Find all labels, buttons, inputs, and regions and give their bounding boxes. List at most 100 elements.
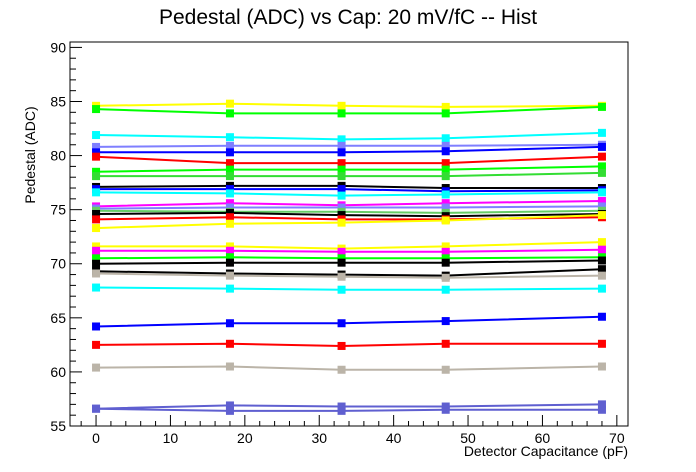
data-point — [441, 242, 450, 251]
data-point — [92, 215, 101, 224]
data-point — [337, 272, 346, 281]
series-29 — [92, 404, 606, 415]
data-point — [337, 172, 346, 181]
data-point — [225, 133, 234, 142]
series-27 — [92, 362, 606, 374]
data-point — [225, 339, 234, 348]
data-point — [337, 258, 346, 267]
data-point — [225, 109, 234, 118]
data-point — [92, 142, 101, 151]
data-point — [337, 101, 346, 110]
data-point — [337, 285, 346, 294]
data-point — [597, 168, 606, 177]
x-tick-label: 0 — [92, 430, 100, 446]
data-point — [92, 254, 101, 263]
data-point — [337, 254, 346, 263]
data-point — [225, 185, 234, 194]
series-26 — [92, 339, 606, 350]
axes-layer: 0 10 20 30 40 50 60 70 55 60 65 70 75 80 85 90 — [50, 39, 624, 446]
data-point — [597, 188, 606, 197]
data-point — [92, 152, 101, 161]
data-point — [92, 322, 101, 331]
data-point — [441, 165, 450, 174]
data-point — [337, 319, 346, 328]
series-11 — [92, 188, 606, 200]
data-point — [597, 362, 606, 371]
data-point — [225, 199, 234, 208]
y-tick-label: 75 — [50, 202, 66, 218]
data-point — [225, 148, 234, 157]
data-point — [597, 265, 606, 274]
x-axis-label: Detector Capacitance (pF) — [464, 443, 628, 459]
data-point — [92, 246, 101, 255]
data-point — [597, 202, 606, 211]
data-point — [597, 256, 606, 265]
data-point — [337, 341, 346, 350]
data-point — [441, 216, 450, 225]
data-point — [92, 283, 101, 292]
data-point — [441, 159, 450, 168]
data-point — [441, 199, 450, 208]
data-point — [441, 273, 450, 282]
data-point — [337, 185, 346, 194]
series-line — [95, 256, 603, 260]
data-point — [92, 269, 101, 278]
data-point — [441, 317, 450, 326]
series-25 — [92, 312, 606, 331]
x-tick-label: 50 — [460, 430, 476, 446]
data-point — [597, 162, 606, 171]
data-point — [225, 246, 234, 255]
data-point — [337, 203, 346, 212]
data-point — [441, 147, 450, 156]
x-tick-label: 10 — [163, 430, 179, 446]
data-point — [597, 312, 606, 321]
data-point — [225, 165, 234, 174]
x-tick-label: 40 — [386, 430, 402, 446]
data-point — [337, 247, 346, 256]
y-tick-label: 60 — [50, 364, 66, 380]
data-point — [225, 401, 234, 410]
data-point — [225, 99, 234, 108]
data-point — [597, 339, 606, 348]
series-2 — [92, 102, 606, 118]
data-point — [225, 141, 234, 150]
data-point — [337, 365, 346, 374]
data-point — [225, 258, 234, 267]
series-23 — [92, 269, 606, 282]
data-point — [337, 211, 346, 220]
data-point — [92, 224, 101, 233]
data-point — [92, 259, 101, 268]
series-6 — [92, 152, 606, 168]
y-tick-label: 90 — [50, 39, 66, 55]
data-point — [441, 258, 450, 267]
data-point — [597, 128, 606, 137]
series-24 — [92, 283, 606, 294]
data-point — [441, 339, 450, 348]
data-point — [225, 284, 234, 293]
data-point — [441, 109, 450, 118]
data-point — [597, 238, 606, 247]
data-point — [92, 242, 101, 251]
series-17 — [92, 211, 606, 233]
data-point — [441, 203, 450, 212]
chart-title: Pedestal (ADC) vs Cap: 20 mV/fC -- Hist — [159, 6, 537, 29]
data-point — [225, 406, 234, 415]
data-point — [441, 172, 450, 181]
data-point — [337, 148, 346, 157]
data-point — [225, 203, 234, 212]
data-point — [92, 404, 101, 413]
data-point — [597, 152, 606, 161]
data-point — [337, 402, 346, 411]
data-point — [225, 319, 234, 328]
data-point — [597, 102, 606, 111]
data-point — [597, 197, 606, 206]
data-point — [92, 363, 101, 372]
x-tick-label: 60 — [535, 430, 551, 446]
data-point — [597, 245, 606, 254]
data-point — [441, 285, 450, 294]
data-point — [597, 211, 606, 220]
series-19 — [92, 245, 606, 256]
data-point — [337, 165, 346, 174]
data-point — [441, 254, 450, 263]
series-8 — [92, 168, 606, 181]
